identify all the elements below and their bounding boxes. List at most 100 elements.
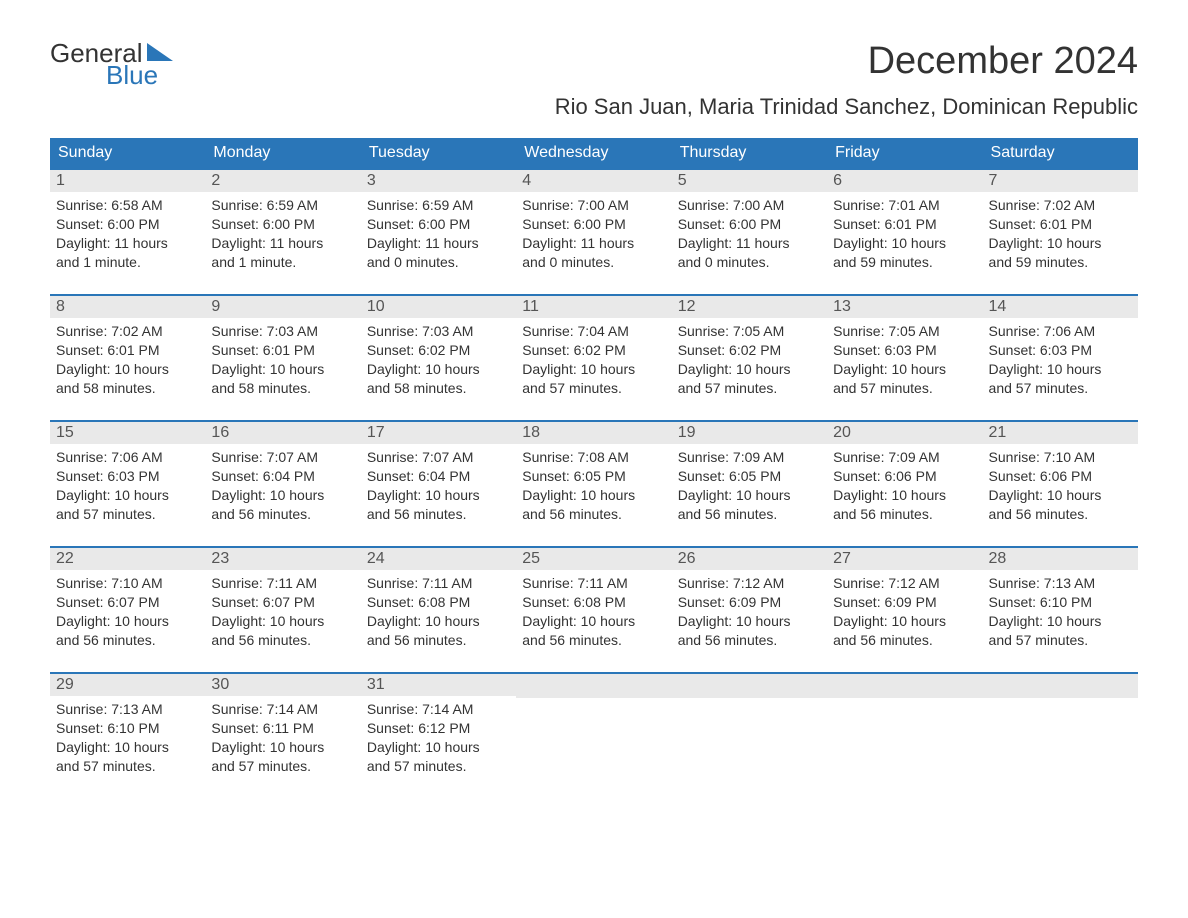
- daylight-line1: Daylight: 11 hours: [678, 234, 821, 253]
- day-body: Sunrise: 7:11 AMSunset: 6:07 PMDaylight:…: [205, 570, 360, 650]
- sunrise-text: Sunrise: 7:03 AM: [367, 322, 510, 341]
- day-body: Sunrise: 7:13 AMSunset: 6:10 PMDaylight:…: [983, 570, 1138, 650]
- sunset-text: Sunset: 6:02 PM: [522, 341, 665, 360]
- sunrise-text: Sunrise: 7:10 AM: [989, 448, 1132, 467]
- daylight-line2: and 56 minutes.: [211, 505, 354, 524]
- daylight-line1: Daylight: 11 hours: [56, 234, 199, 253]
- daylight-line2: and 56 minutes.: [678, 631, 821, 650]
- day-cell: 1Sunrise: 6:58 AMSunset: 6:00 PMDaylight…: [50, 170, 205, 280]
- daylight-line2: and 56 minutes.: [56, 631, 199, 650]
- daylight-line2: and 59 minutes.: [833, 253, 976, 272]
- daylight-line1: Daylight: 10 hours: [678, 612, 821, 631]
- empty-daynum: [983, 674, 1138, 698]
- daylight-line1: Daylight: 10 hours: [211, 738, 354, 757]
- empty-daynum: [516, 674, 671, 698]
- daylight-line2: and 0 minutes.: [678, 253, 821, 272]
- day-number: 19: [672, 422, 827, 444]
- day-cell: 27Sunrise: 7:12 AMSunset: 6:09 PMDayligh…: [827, 548, 982, 658]
- day-number: 7: [983, 170, 1138, 192]
- day-number: 15: [50, 422, 205, 444]
- day-body: Sunrise: 7:11 AMSunset: 6:08 PMDaylight:…: [516, 570, 671, 650]
- dow-cell: Monday: [205, 138, 360, 168]
- sunset-text: Sunset: 6:07 PM: [56, 593, 199, 612]
- day-body: Sunrise: 7:05 AMSunset: 6:02 PMDaylight:…: [672, 318, 827, 398]
- daylight-line1: Daylight: 10 hours: [833, 360, 976, 379]
- sunset-text: Sunset: 6:01 PM: [56, 341, 199, 360]
- day-cell: 20Sunrise: 7:09 AMSunset: 6:06 PMDayligh…: [827, 422, 982, 532]
- sunrise-text: Sunrise: 6:58 AM: [56, 196, 199, 215]
- day-body: Sunrise: 7:14 AMSunset: 6:11 PMDaylight:…: [205, 696, 360, 776]
- sunset-text: Sunset: 6:02 PM: [678, 341, 821, 360]
- daylight-line2: and 59 minutes.: [989, 253, 1132, 272]
- dow-cell: Wednesday: [516, 138, 671, 168]
- day-body: Sunrise: 7:01 AMSunset: 6:01 PMDaylight:…: [827, 192, 982, 272]
- day-number: 12: [672, 296, 827, 318]
- sunset-text: Sunset: 6:03 PM: [56, 467, 199, 486]
- day-body: Sunrise: 7:04 AMSunset: 6:02 PMDaylight:…: [516, 318, 671, 398]
- dow-cell: Sunday: [50, 138, 205, 168]
- day-number: 5: [672, 170, 827, 192]
- day-number: 3: [361, 170, 516, 192]
- day-body: Sunrise: 7:07 AMSunset: 6:04 PMDaylight:…: [205, 444, 360, 524]
- daylight-line2: and 56 minutes.: [833, 631, 976, 650]
- daylight-line2: and 56 minutes.: [522, 505, 665, 524]
- sunset-text: Sunset: 6:00 PM: [211, 215, 354, 234]
- daylight-line2: and 56 minutes.: [367, 505, 510, 524]
- empty-cell: [516, 674, 671, 784]
- empty-cell: [983, 674, 1138, 784]
- empty-daynum: [827, 674, 982, 698]
- day-body: Sunrise: 7:08 AMSunset: 6:05 PMDaylight:…: [516, 444, 671, 524]
- daylight-line2: and 57 minutes.: [211, 757, 354, 776]
- sunrise-text: Sunrise: 7:03 AM: [211, 322, 354, 341]
- sunrise-text: Sunrise: 7:13 AM: [989, 574, 1132, 593]
- day-body: Sunrise: 7:00 AMSunset: 6:00 PMDaylight:…: [672, 192, 827, 272]
- daylight-line1: Daylight: 10 hours: [211, 486, 354, 505]
- sunrise-text: Sunrise: 7:14 AM: [211, 700, 354, 719]
- day-cell: 4Sunrise: 7:00 AMSunset: 6:00 PMDaylight…: [516, 170, 671, 280]
- day-cell: 12Sunrise: 7:05 AMSunset: 6:02 PMDayligh…: [672, 296, 827, 406]
- daylight-line2: and 57 minutes.: [522, 379, 665, 398]
- daylight-line1: Daylight: 10 hours: [367, 360, 510, 379]
- day-number: 6: [827, 170, 982, 192]
- day-cell: 14Sunrise: 7:06 AMSunset: 6:03 PMDayligh…: [983, 296, 1138, 406]
- sunset-text: Sunset: 6:01 PM: [211, 341, 354, 360]
- daylight-line2: and 57 minutes.: [989, 631, 1132, 650]
- sunrise-text: Sunrise: 7:13 AM: [56, 700, 199, 719]
- daylight-line1: Daylight: 10 hours: [211, 360, 354, 379]
- sunrise-text: Sunrise: 7:12 AM: [678, 574, 821, 593]
- daylight-line2: and 58 minutes.: [211, 379, 354, 398]
- day-body: Sunrise: 7:14 AMSunset: 6:12 PMDaylight:…: [361, 696, 516, 776]
- dow-header: Sunday Monday Tuesday Wednesday Thursday…: [50, 138, 1138, 168]
- dow-cell: Saturday: [983, 138, 1138, 168]
- daylight-line2: and 57 minutes.: [989, 379, 1132, 398]
- header: General Blue December 2024: [50, 40, 1138, 88]
- day-number: 18: [516, 422, 671, 444]
- sunset-text: Sunset: 6:05 PM: [522, 467, 665, 486]
- day-cell: 30Sunrise: 7:14 AMSunset: 6:11 PMDayligh…: [205, 674, 360, 784]
- daylight-line2: and 58 minutes.: [56, 379, 199, 398]
- day-number: 8: [50, 296, 205, 318]
- sunrise-text: Sunrise: 6:59 AM: [211, 196, 354, 215]
- sunrise-text: Sunrise: 7:09 AM: [833, 448, 976, 467]
- day-number: 2: [205, 170, 360, 192]
- sunrise-text: Sunrise: 7:14 AM: [367, 700, 510, 719]
- daylight-line2: and 57 minutes.: [56, 757, 199, 776]
- sunset-text: Sunset: 6:12 PM: [367, 719, 510, 738]
- sunrise-text: Sunrise: 7:08 AM: [522, 448, 665, 467]
- day-cell: 13Sunrise: 7:05 AMSunset: 6:03 PMDayligh…: [827, 296, 982, 406]
- day-cell: 25Sunrise: 7:11 AMSunset: 6:08 PMDayligh…: [516, 548, 671, 658]
- sunrise-text: Sunrise: 7:10 AM: [56, 574, 199, 593]
- sunrise-text: Sunrise: 7:00 AM: [678, 196, 821, 215]
- sunrise-text: Sunrise: 7:02 AM: [56, 322, 199, 341]
- day-cell: 11Sunrise: 7:04 AMSunset: 6:02 PMDayligh…: [516, 296, 671, 406]
- daylight-line1: Daylight: 10 hours: [56, 486, 199, 505]
- empty-cell: [672, 674, 827, 784]
- daylight-line1: Daylight: 10 hours: [522, 612, 665, 631]
- day-number: 1: [50, 170, 205, 192]
- sunset-text: Sunset: 6:00 PM: [522, 215, 665, 234]
- day-body: Sunrise: 7:10 AMSunset: 6:06 PMDaylight:…: [983, 444, 1138, 524]
- day-number: 22: [50, 548, 205, 570]
- sunset-text: Sunset: 6:09 PM: [833, 593, 976, 612]
- sunset-text: Sunset: 6:04 PM: [367, 467, 510, 486]
- day-number: 27: [827, 548, 982, 570]
